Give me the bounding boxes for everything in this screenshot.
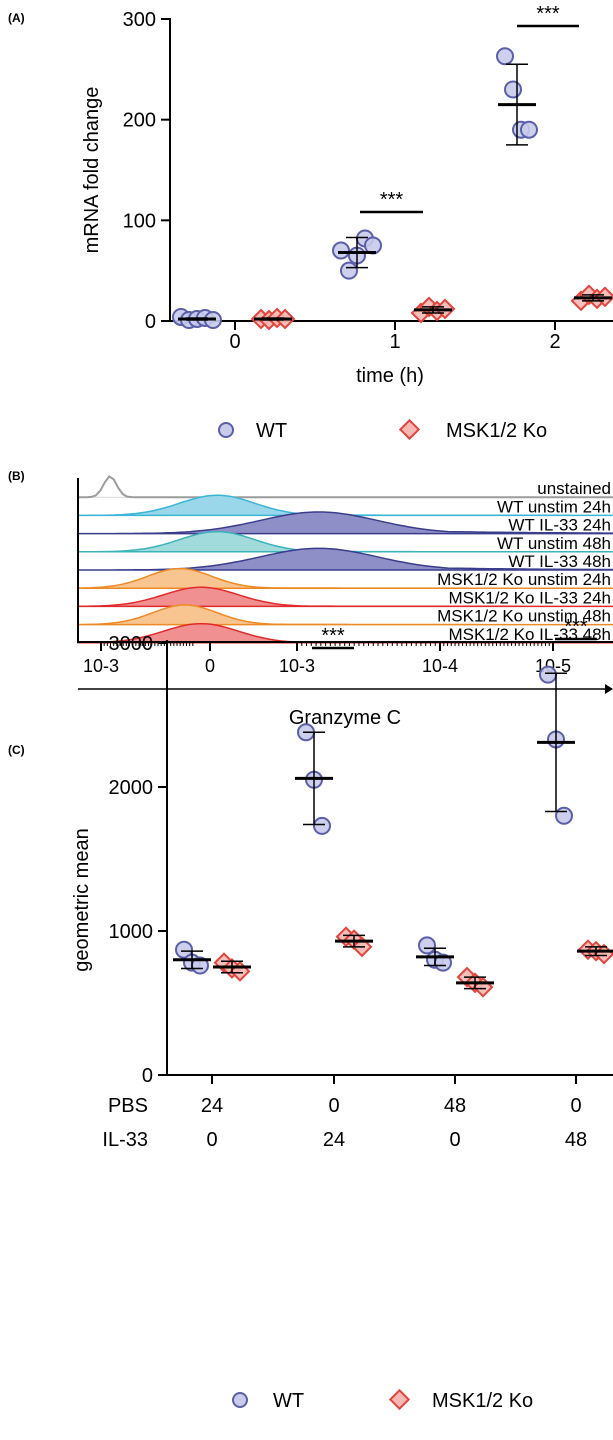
histogram-label: WT unstim 24h [497, 497, 611, 516]
panel-c-legend-wt-marker [232, 1392, 248, 1408]
panel-a-legend-ko-label: MSK1/2 Ko [446, 420, 547, 442]
panel-b-axis-arrow-head [605, 684, 613, 694]
y-tick-label: 3000 [109, 633, 154, 655]
x-tick-label: 2 [549, 331, 560, 353]
significance-label: *** [321, 625, 345, 647]
panel-c-legend: WT MSK1/2 Ko [232, 1388, 533, 1412]
panel-c-y-ticks: 0 1000 2000 3000 [109, 633, 167, 1087]
wt-data-point [520, 120, 538, 139]
x-tick-label: 48 [444, 1095, 466, 1117]
x-tick-label: 0 [206, 1129, 217, 1151]
panel-c-x-ticks: 24 0 0 24 48 0 0 48 [201, 1075, 587, 1151]
panel-c: (C) geometric mean 0 1000 2000 3000 24 0 0 24 4… [8, 616, 613, 1412]
x-tick-label: 48 [565, 1129, 587, 1151]
panel-a-y-axis-label: mRNA fold change [81, 87, 103, 254]
histogram-curve [77, 604, 613, 626]
panel-a-legend-ko-marker [398, 418, 421, 441]
wt-data-point [555, 806, 573, 825]
panel-c-row-label-il33: IL-33 [102, 1129, 148, 1151]
panel-c-marks: *** *** [173, 616, 613, 998]
wt-data-point [313, 816, 331, 835]
x-tick-label: 10-4 [422, 656, 458, 676]
panel-c-legend-ko-marker [388, 1388, 411, 1411]
wt-data-point [496, 47, 514, 66]
wt-data-point [340, 261, 358, 280]
panel-a-x-axis-label: time (h) [356, 365, 424, 387]
histogram-curve [78, 511, 613, 535]
panel-a-legend: WT MSK1/2 Ko [218, 418, 547, 442]
y-tick-label: 2000 [109, 777, 154, 799]
x-tick-label: 0 [229, 331, 240, 353]
panel-a-marks: *** *** [172, 3, 613, 331]
histogram-label: WT IL-33 48h [508, 552, 611, 571]
panel-a-legend-wt-label: WT [256, 420, 287, 442]
y-tick-label: 200 [123, 110, 156, 132]
x-tick-label: 10-3 [83, 656, 119, 676]
panel-a-x-ticks: 0 1 2 [229, 321, 561, 353]
histogram-curve [77, 586, 613, 608]
y-tick-label: 0 [145, 311, 156, 333]
panel-b-x-axis-label: Granzyme C [289, 707, 401, 729]
x-tick-label: 0 [449, 1129, 460, 1151]
significance-label: *** [380, 189, 404, 211]
panel-c-label: (C) [8, 743, 25, 757]
panel-c-legend-ko-label: MSK1/2 Ko [432, 1390, 533, 1412]
x-tick-label: 0 [205, 656, 215, 676]
histogram-label: unstained [537, 479, 611, 498]
panel-b-x-ticks: 10-3 0 10-3 10-4 10-5 [83, 642, 571, 676]
wt-data-point [418, 936, 436, 955]
x-tick-label: 10-3 [279, 656, 315, 676]
histogram-label: MSK1/2 Ko unstim 48h [437, 607, 611, 626]
x-tick-label: 24 [323, 1129, 345, 1151]
x-tick-label: 0 [328, 1095, 339, 1117]
x-tick-label: 24 [201, 1095, 223, 1117]
panel-a-label: (A) [8, 11, 25, 25]
histogram-label: WT IL-33 24h [508, 516, 611, 535]
panel-c-legend-wt-label: WT [273, 1390, 304, 1412]
y-tick-label: 0 [142, 1065, 153, 1087]
panel-a-y-ticks: 0 100 200 300 [123, 9, 170, 333]
significance-label: *** [564, 616, 588, 638]
histogram-curve [78, 475, 613, 499]
histogram-label: MSK1/2 Ko IL-33 24h [448, 588, 611, 607]
panel-c-row-label-pbs: PBS [108, 1095, 148, 1117]
x-tick-label: 1 [389, 331, 400, 353]
wt-data-point [504, 80, 522, 99]
y-tick-label: 300 [123, 9, 156, 31]
wt-data-point [175, 940, 193, 959]
histogram-curve [77, 567, 613, 589]
histogram-label: MSK1/2 Ko unstim 24h [437, 570, 611, 589]
histogram-label: WT unstim 48h [497, 534, 611, 553]
y-tick-label: 1000 [109, 921, 154, 943]
y-tick-label: 100 [123, 210, 156, 232]
panel-a-legend-wt-marker [218, 422, 234, 438]
wt-data-point [332, 241, 350, 260]
wt-data-point [539, 665, 557, 684]
panel-c-y-axis-label: geometric mean [71, 828, 93, 971]
x-tick-label: 0 [570, 1095, 581, 1117]
panel-b-label: (B) [8, 469, 25, 483]
significance-label: *** [536, 3, 560, 25]
